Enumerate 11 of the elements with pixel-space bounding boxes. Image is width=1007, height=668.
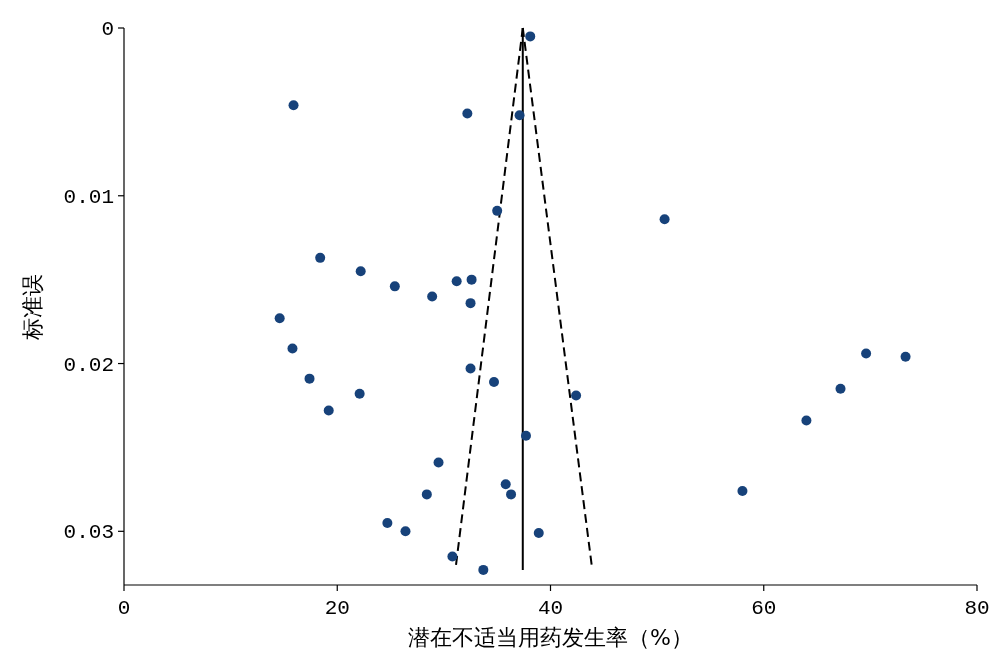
x-tick-label: 80	[964, 597, 990, 620]
y-tick-label: 0.01	[63, 185, 114, 209]
y-tick-label: 0.03	[63, 521, 114, 545]
y-tick-label: 0	[101, 18, 114, 41]
x-tick-label: 0	[117, 597, 131, 620]
x-axis-title: 潜在不适当用药发生率（%）	[408, 625, 693, 650]
y-tick-label: 0.02	[63, 353, 114, 377]
y-axis-title: 标准误	[20, 273, 45, 341]
x-tick-label: 20	[324, 597, 350, 620]
x-tick-label: 60	[751, 597, 777, 620]
x-tick-label: 40	[537, 597, 564, 620]
